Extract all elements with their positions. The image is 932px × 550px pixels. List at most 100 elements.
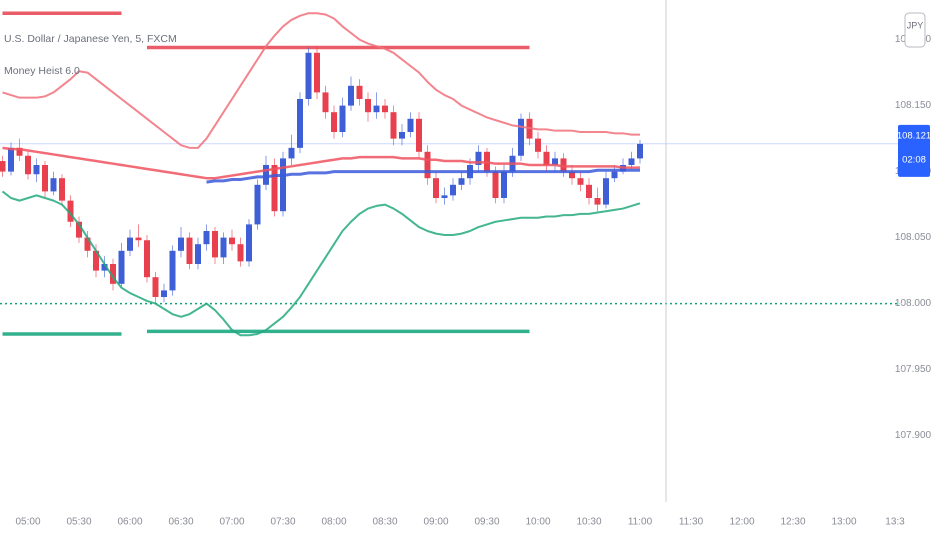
candle-body bbox=[348, 85, 354, 106]
candle-body bbox=[16, 147, 23, 156]
candle-body bbox=[560, 158, 567, 172]
x-tick-label: 05:00 bbox=[15, 517, 40, 528]
candle-body bbox=[365, 99, 371, 113]
candle-body bbox=[93, 250, 99, 271]
candle-body bbox=[373, 105, 380, 113]
price-box bbox=[898, 124, 930, 177]
candle-body bbox=[118, 250, 125, 284]
candle-body bbox=[229, 237, 235, 245]
candle-body bbox=[305, 52, 312, 99]
candle-body bbox=[611, 171, 618, 179]
x-tick-label: 09:30 bbox=[474, 517, 499, 528]
indicator-line bbox=[1, 190, 641, 337]
candle-body bbox=[263, 165, 269, 185]
symbol-title: U.S. Dollar / Japanese Yen, 5, FXCM bbox=[4, 33, 177, 45]
candle-body bbox=[314, 52, 320, 93]
candle-body bbox=[246, 224, 252, 262]
candle-body bbox=[101, 264, 108, 271]
x-tick-label: 12:30 bbox=[780, 517, 805, 528]
candle-body bbox=[161, 290, 167, 297]
x-tick-label: 08:30 bbox=[372, 517, 397, 528]
candle-body bbox=[0, 161, 6, 172]
candle-body bbox=[416, 118, 422, 152]
candle-body bbox=[42, 165, 48, 192]
candle-body bbox=[135, 237, 142, 241]
x-tick-label: 10:30 bbox=[576, 517, 601, 528]
x-tick-label: 05:30 bbox=[66, 517, 91, 528]
candle-body bbox=[433, 178, 439, 198]
candle-body bbox=[577, 178, 584, 185]
candle-body bbox=[110, 264, 116, 284]
x-tick-label: 13:00 bbox=[831, 517, 856, 528]
candle-body bbox=[212, 231, 218, 258]
x-tick-label: 08:00 bbox=[321, 517, 346, 528]
candle-body bbox=[84, 237, 91, 251]
candle-body bbox=[450, 184, 456, 196]
candle-body bbox=[220, 237, 227, 258]
candle-body bbox=[254, 184, 261, 225]
candle-body bbox=[127, 237, 133, 251]
candle-body bbox=[407, 118, 414, 132]
indicator-name: Money Heist 6.0 bbox=[4, 65, 80, 77]
x-tick-label: 06:30 bbox=[168, 517, 193, 528]
x-tick-label: 09:00 bbox=[423, 517, 448, 528]
candle-body bbox=[25, 155, 31, 175]
candle-body bbox=[322, 92, 329, 113]
candle-body bbox=[356, 85, 363, 99]
candle-body bbox=[186, 237, 193, 264]
indicator-line bbox=[2, 146, 640, 180]
y-tick-label: 108.050 bbox=[895, 232, 932, 243]
candle-body bbox=[441, 195, 448, 198]
candle-body bbox=[475, 151, 482, 165]
candle-body bbox=[331, 112, 337, 132]
candle-body bbox=[195, 244, 201, 264]
indicator-line bbox=[2, 12, 640, 149]
x-tick-label: 06:00 bbox=[117, 517, 142, 528]
candle-body bbox=[297, 99, 303, 148]
indicator-line bbox=[206, 168, 640, 184]
candle-body bbox=[535, 138, 541, 152]
candle-body bbox=[382, 105, 388, 113]
price-label: 108.121 bbox=[897, 130, 931, 141]
candle-body bbox=[390, 112, 397, 139]
candle-body bbox=[586, 184, 592, 198]
candle-body bbox=[288, 147, 295, 159]
candle-body bbox=[50, 178, 57, 192]
candle-body bbox=[8, 147, 14, 172]
candle-body bbox=[237, 244, 244, 262]
x-tick-label: 07:00 bbox=[219, 517, 244, 528]
candle-body bbox=[628, 158, 635, 165]
candle-body bbox=[637, 143, 643, 159]
candle-body bbox=[59, 178, 65, 201]
y-tick-label: 108.000 bbox=[895, 298, 932, 309]
currency-label: JPY bbox=[907, 20, 924, 30]
x-tick-label: 07:30 bbox=[270, 517, 295, 528]
x-tick-label: 10:00 bbox=[525, 517, 550, 528]
candle-body bbox=[569, 171, 575, 179]
candle-body bbox=[399, 132, 405, 139]
y-tick-label: 107.950 bbox=[895, 364, 932, 375]
candle-body bbox=[518, 118, 524, 156]
candle-body bbox=[552, 158, 558, 165]
candle-body bbox=[203, 231, 210, 245]
x-tick-label: 11:00 bbox=[628, 517, 653, 528]
candle-body bbox=[603, 178, 609, 205]
candle-body bbox=[543, 151, 550, 165]
candle-body bbox=[424, 151, 431, 179]
plot-area bbox=[0, 11, 898, 337]
x-tick-label: 11:30 bbox=[679, 517, 704, 528]
candle-body bbox=[169, 250, 176, 291]
candle-body bbox=[501, 171, 507, 198]
candle-body bbox=[76, 221, 82, 238]
y-tick-label: 108.150 bbox=[895, 100, 932, 111]
candle-body bbox=[152, 277, 159, 297]
candle-body bbox=[144, 240, 150, 278]
currency-badge[interactable] bbox=[904, 12, 926, 48]
candle-body bbox=[492, 171, 499, 198]
candle-body bbox=[280, 158, 286, 212]
candle-body bbox=[33, 165, 40, 175]
y-tick-label: 107.900 bbox=[895, 430, 932, 441]
candle-body bbox=[178, 237, 184, 251]
candle-body bbox=[339, 105, 346, 132]
